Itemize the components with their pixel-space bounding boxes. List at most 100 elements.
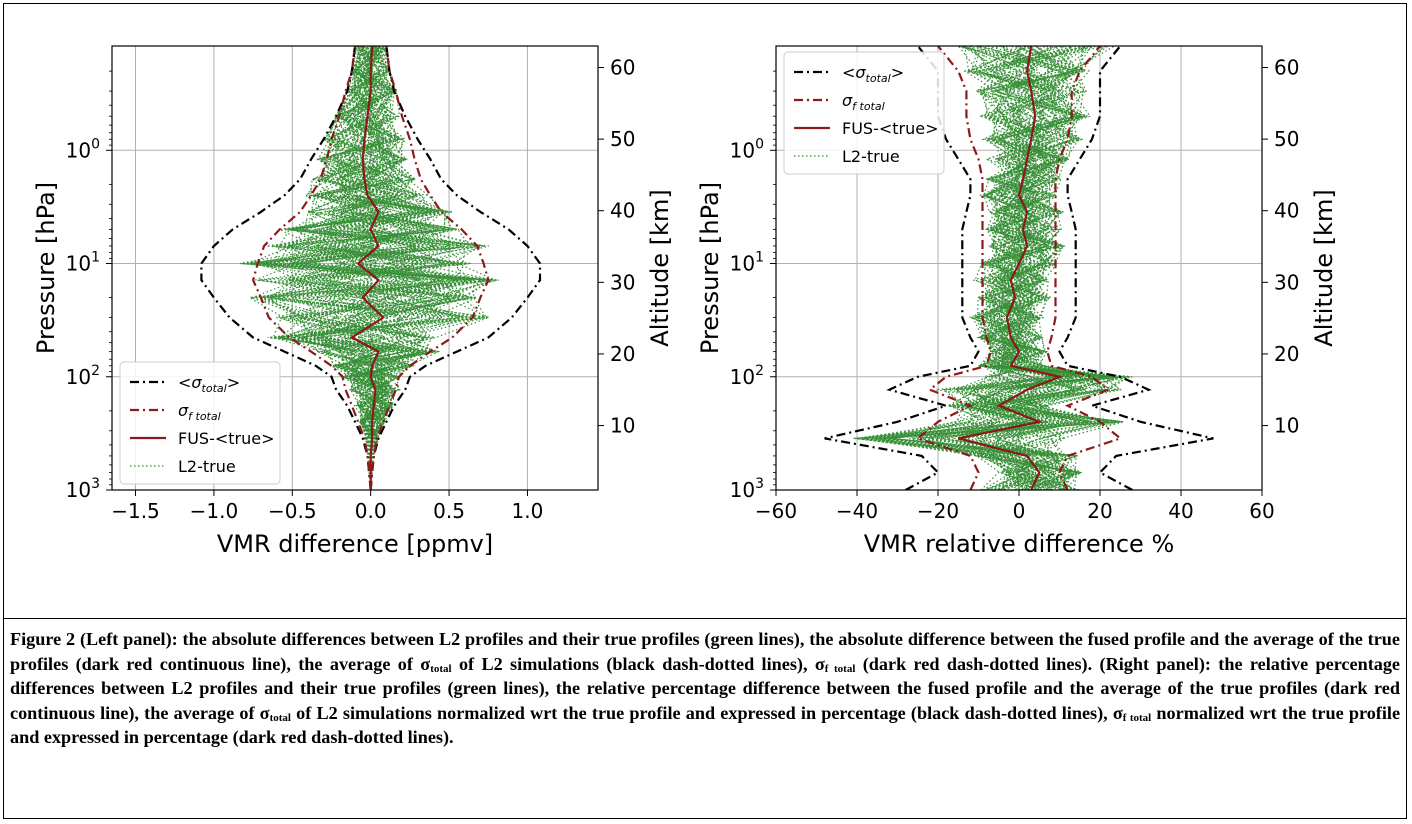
legend-label-2: FUS-<true>: [178, 429, 275, 448]
plot-area: [824, 46, 1214, 490]
legend-label-3: L2-true: [842, 147, 900, 166]
x-tick-label: −40: [836, 499, 878, 523]
alt-tick-label: 40: [610, 199, 635, 223]
axes-frame: [111, 45, 599, 491]
y-tick-label: 100: [730, 136, 764, 162]
y-axis-label: Pressure [hPa]: [696, 182, 724, 354]
alt-tick-label: 20: [1274, 342, 1299, 366]
x-tick-label: −1.0: [190, 499, 239, 523]
caption-sub-2: f total: [824, 662, 856, 675]
alt-tick-label: 60: [1274, 55, 1299, 79]
l2-true-line: [953, 46, 1080, 490]
l2-true-line: [976, 46, 1088, 490]
figure-frame: [3, 3, 1407, 819]
l2-true-line: [880, 46, 1115, 490]
x-tick-label: 1.0: [512, 499, 544, 523]
x-tick-label: 0.5: [433, 499, 465, 523]
altitude-axis-label: Altitude [km]: [646, 189, 674, 346]
series-line-2: [349, 46, 385, 490]
l2-true-line: [949, 46, 1081, 490]
legend-box: [783, 51, 945, 175]
caption-text-3: (dark red dash-dotted lines). (Right pan…: [10, 653, 1401, 723]
l2-true-line: [289, 46, 471, 490]
l2-true-line: [936, 46, 1097, 490]
l2-true-line: [327, 46, 453, 490]
l2-true-line: [309, 46, 426, 490]
series-line-1: [915, 46, 992, 490]
y-axis-label: Pressure [hPa]: [32, 182, 60, 354]
caption-text-2: of L2 simulations (black dash-dotted lin…: [451, 653, 825, 674]
y-tick-label: 103: [66, 476, 100, 502]
l2-true-line: [307, 46, 472, 490]
x-tick-label: 20: [1087, 499, 1112, 523]
l2-true-line: [265, 46, 436, 490]
legend-label-2: FUS-<true>: [842, 119, 939, 138]
l2-true-line: [288, 46, 467, 490]
x-tick-label: 60: [1249, 499, 1274, 523]
y-tick-label: 101: [66, 250, 100, 276]
alt-tick-label: 10: [1274, 414, 1299, 438]
l2-true-line: [328, 46, 434, 490]
plot-area: [200, 46, 542, 490]
l2-true-line: [916, 46, 1113, 490]
series-line-1: [1046, 46, 1123, 490]
y-tick-label: 100: [66, 136, 100, 162]
l2-true-line: [877, 46, 1090, 490]
l2-true-line: [273, 46, 486, 490]
l2-true-ensemble: [852, 46, 1133, 490]
l2-true-line: [971, 46, 1124, 490]
l2-true-line: [961, 46, 1056, 490]
l2-true-line: [254, 46, 447, 490]
legend-label-0: <σtotal>: [178, 373, 240, 395]
l2-true-line: [859, 46, 1086, 490]
l2-true-line: [957, 46, 1108, 490]
l2-true-line: [964, 46, 1066, 490]
right-panel: −60 −40 −20 0 20 40 60 100 101 102 103 10 20 30 40 50 60…: [696, 45, 1338, 558]
legend: <σtotal> σf total FUS-<true> L2-true: [783, 51, 945, 175]
l2-true-line: [973, 46, 1076, 490]
l2-true-line: [892, 46, 1096, 490]
l2-true-line: [977, 46, 1086, 490]
l2-true-line: [286, 46, 467, 490]
caption-sub-1: total: [430, 662, 452, 675]
l2-true-line: [313, 46, 453, 490]
l2-true-line: [258, 46, 478, 490]
alt-tick-label: 30: [1274, 270, 1299, 294]
y-tick-label: 102: [66, 363, 100, 389]
l2-true-line: [278, 46, 498, 490]
l2-true-line: [946, 46, 1081, 490]
l2-true-line: [273, 46, 471, 490]
l2-true-line: [958, 46, 1085, 490]
l2-true-line: [982, 46, 1109, 490]
l2-true-line: [856, 46, 1122, 490]
l2-true-line: [960, 46, 1124, 490]
x-tick-label: 0: [1013, 499, 1026, 523]
legend-box: [119, 361, 281, 485]
alt-tick-label: 10: [610, 414, 635, 438]
y-tick-label: 102: [730, 363, 764, 389]
l2-true-line: [265, 46, 491, 490]
l2-true-line: [250, 46, 493, 490]
legend-label-3: L2-true: [178, 457, 236, 476]
caption-sub-3: total: [269, 711, 291, 724]
l2-true-line: [925, 46, 1082, 490]
l2-true-line: [955, 46, 1082, 490]
legend-label-1: σf total: [178, 401, 221, 423]
l2-true-line: [321, 46, 457, 490]
series-line-0: [369, 46, 542, 490]
legend: <σtotal> σf total FUS-<true> L2-true: [119, 361, 281, 485]
caption-text-4: of L2 simulations normalized wrt the tru…: [290, 702, 1123, 723]
l2-true-line: [961, 46, 1109, 490]
caption-divider: [3, 618, 1407, 619]
l2-true-line: [937, 46, 1107, 490]
legend-label-0: <σtotal>: [842, 63, 904, 85]
figure-caption: Figure 2 (Left panel): the absolute diff…: [10, 627, 1400, 750]
l2-true-line: [259, 46, 459, 490]
x-axis-label: VMR difference [ppmv]: [217, 530, 493, 558]
l2-true-line: [882, 46, 1097, 490]
l2-true-line: [962, 46, 1072, 490]
l2-true-line: [980, 46, 1081, 490]
x-tick-label: −0.5: [268, 499, 317, 523]
l2-true-line: [912, 46, 1104, 490]
series-line-0: [200, 46, 372, 490]
